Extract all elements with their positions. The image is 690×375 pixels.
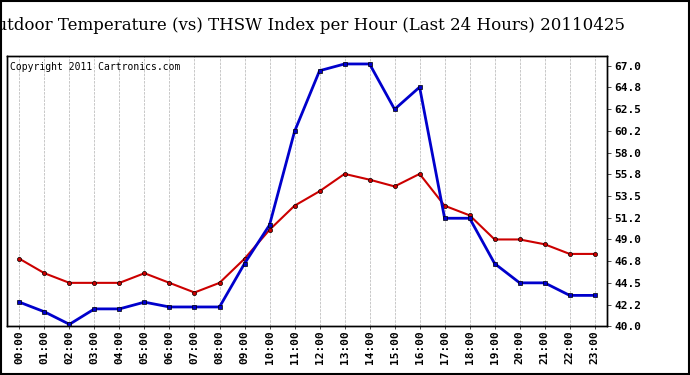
Text: Outdoor Temperature (vs) THSW Index per Hour (Last 24 Hours) 20110425: Outdoor Temperature (vs) THSW Index per … [0, 17, 624, 34]
Text: Copyright 2011 Cartronics.com: Copyright 2011 Cartronics.com [10, 62, 180, 72]
